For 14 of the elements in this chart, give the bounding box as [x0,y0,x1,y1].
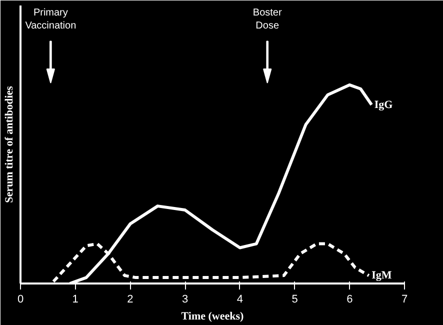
x-tick-label: 3 [182,294,188,306]
x-tick-label: 0 [17,294,24,306]
x-tick-label: 6 [346,294,353,306]
x-tick-label: 7 [401,294,408,306]
y-axis-title: Serum titre of antibodies [4,85,16,203]
x-tick-label: 2 [127,294,134,306]
x-axis-title: Time (weeks) [181,310,244,322]
x-tick-label: 5 [292,294,298,306]
ref-line-label: Primary Vaccination [25,7,76,32]
x-tick-label: 4 [236,294,243,306]
ref-line-label: Boster Dose [252,7,282,32]
x-tick-label: 1 [72,294,78,306]
series-label: IgG [374,98,394,111]
series-label: IgM [372,270,392,282]
